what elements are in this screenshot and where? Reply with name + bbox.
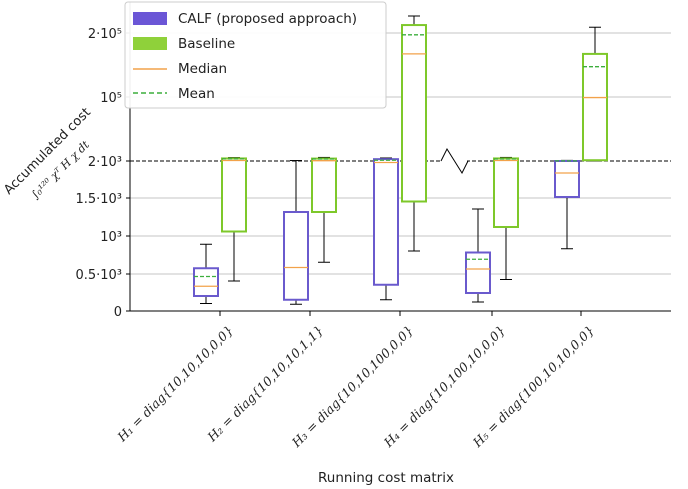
x-axis-ticks: H₁ = diag{10,10,10,0,0}H₂ = diag{10,10,1…	[114, 311, 597, 451]
legend-label-calf: CALF (proposed approach)	[178, 11, 357, 27]
calf-box-1	[193, 243, 219, 304]
y-tick-label: 2·10⁵	[88, 27, 122, 42]
calf-box-5	[554, 159, 580, 250]
legend-swatch-calf	[133, 12, 167, 25]
baseline-box-2	[311, 156, 337, 263]
box-body	[193, 267, 219, 297]
calf-box-2	[283, 160, 309, 305]
y-tick-label: 10⁵	[100, 91, 122, 106]
box-plot-area	[193, 15, 608, 305]
legend-label-baseline: Baseline	[178, 36, 235, 52]
box-body	[221, 157, 247, 233]
baseline-box-3	[401, 15, 427, 252]
box-body	[401, 24, 427, 203]
y-tick-label: 2·10³	[88, 155, 122, 170]
legend: CALF (proposed approach) Baseline Median…	[124, 1, 387, 109]
x-axis-title: Running cost matrix	[318, 470, 454, 486]
y-tick-label: 0	[114, 305, 122, 320]
baseline-box-5	[582, 26, 608, 162]
legend-swatch-baseline	[133, 37, 167, 50]
y-tick-label: 0.5·10³	[75, 268, 122, 283]
box-body	[283, 211, 309, 301]
box-body	[554, 160, 580, 198]
box-body	[373, 158, 399, 286]
box-body	[465, 251, 491, 294]
legend-label-mean: Mean	[178, 86, 215, 102]
y-tick-label: 1.5·10³	[75, 192, 122, 207]
baseline-box-4	[493, 156, 519, 280]
baseline-box-1	[221, 157, 247, 282]
box-body	[493, 157, 519, 229]
calf-box-4	[465, 208, 491, 303]
y-axis-ticks: 0 0.5·10³ 10³ 1.5·10³ 2·10³ 10⁵ 2·10⁵	[75, 27, 130, 320]
calf-box-3	[373, 157, 399, 301]
box-body	[311, 157, 337, 214]
axis-break-marker	[440, 147, 469, 175]
legend-label-median: Median	[178, 61, 227, 77]
legend-frame	[124, 1, 387, 109]
y-tick-label: 10³	[100, 230, 122, 245]
box-body	[582, 52, 608, 162]
